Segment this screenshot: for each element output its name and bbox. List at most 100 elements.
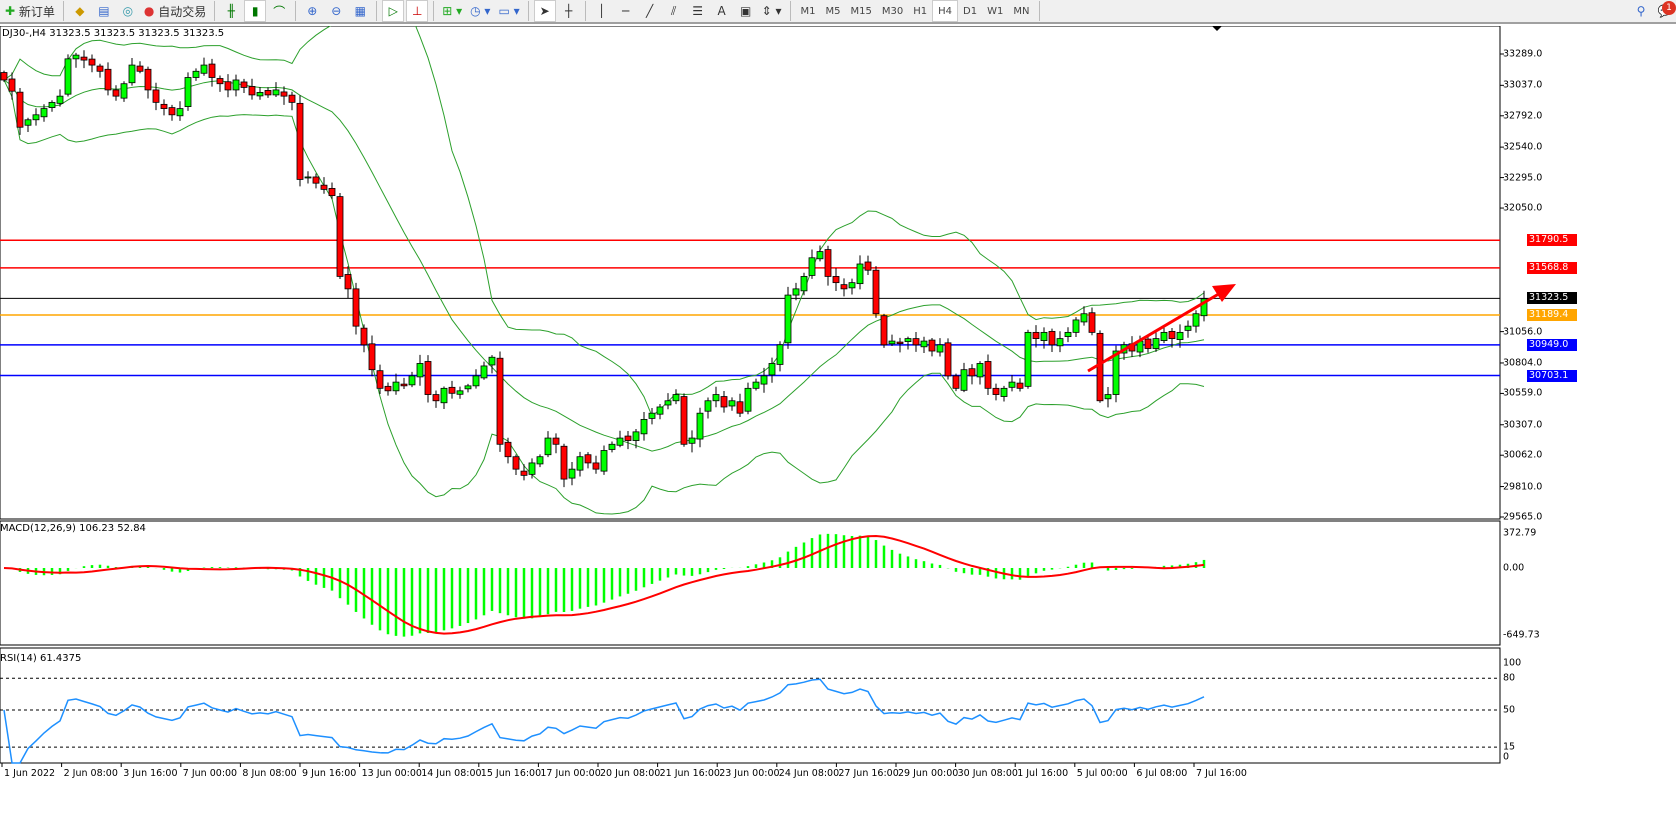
time-tick-label: 17 Jun 00:00: [540, 768, 601, 779]
time-tick-label: 20 Jun 08:00: [600, 768, 661, 779]
candle: [88, 58, 96, 66]
level-price-tag[interactable]: 31790.5: [1527, 234, 1577, 247]
timeframe-w1[interactable]: W1: [987, 5, 1004, 17]
candle: [912, 338, 920, 346]
new-order-button[interactable]: ✚ 新订单: [2, 0, 58, 22]
price-tick-label: 29565.0: [1503, 511, 1543, 523]
candle: [392, 381, 400, 392]
arrows-icon[interactable]: ⇕ ▾: [761, 4, 782, 18]
candle: [976, 363, 984, 378]
timeframe-mn[interactable]: MN: [1013, 5, 1030, 17]
autoscroll-icon[interactable]: ▷: [382, 0, 405, 22]
history-icon[interactable]: ▤: [98, 4, 110, 18]
timeframe-m5[interactable]: M5: [825, 5, 841, 17]
candle: [248, 86, 256, 96]
timeframe-d1[interactable]: D1: [963, 5, 978, 17]
candle: [280, 91, 288, 97]
autotrade-button[interactable]: ● 自动交易: [141, 0, 209, 22]
candle: [128, 64, 136, 84]
rsi-tick-label: 80: [1503, 672, 1516, 684]
candle: [176, 108, 184, 117]
candle: [408, 375, 416, 386]
candle: [232, 79, 240, 91]
vline-icon[interactable]: │: [598, 4, 606, 18]
candle: [472, 375, 480, 387]
candle: [1104, 394, 1112, 400]
chat-button[interactable]: 💬1: [1654, 0, 1676, 22]
candle: [448, 386, 456, 394]
level-price-tag[interactable]: 31568.8: [1527, 261, 1577, 274]
candle: [824, 249, 832, 277]
timeframe-h1[interactable]: H1: [913, 5, 928, 17]
candle: [752, 381, 760, 389]
candle-chart-icon[interactable]: ▮: [244, 0, 267, 22]
timeframe-m15[interactable]: M15: [850, 5, 872, 17]
price-tick-label: 33289.0: [1503, 48, 1543, 60]
level-price-tag[interactable]: 30949.0: [1527, 338, 1577, 351]
candle: [416, 363, 424, 378]
rsi-panel-border: [0, 647, 1501, 764]
price-tick-label: 32295.0: [1503, 172, 1543, 184]
candle: [56, 95, 64, 104]
candle: [320, 184, 328, 190]
candle: [72, 54, 80, 60]
clock-icon[interactable]: ◷ ▾: [470, 4, 491, 18]
candle: [592, 462, 600, 470]
cursor-icon[interactable]: ➤: [533, 0, 556, 22]
candle: [120, 83, 128, 99]
rsi-tick-label: 100: [1503, 657, 1522, 669]
level-price-tag[interactable]: 31189.4: [1527, 309, 1577, 322]
timeframe-h4[interactable]: H4: [932, 0, 959, 22]
fibo-icon[interactable]: ☰: [692, 4, 704, 18]
candle: [424, 361, 432, 395]
template-icon[interactable]: ▭ ▾: [498, 4, 520, 18]
candle: [816, 251, 824, 260]
candle: [488, 356, 496, 366]
candle: [600, 450, 608, 472]
timeframe-m1[interactable]: M1: [800, 5, 816, 17]
candle: [352, 288, 360, 327]
candle: [1184, 325, 1192, 331]
crosshair-icon[interactable]: ┼: [565, 4, 573, 18]
tile-icon[interactable]: ▦: [354, 4, 366, 18]
label-icon[interactable]: ▣: [739, 4, 752, 18]
trendline-icon[interactable]: ╱: [646, 4, 654, 18]
candle: [344, 274, 352, 290]
candle: [832, 276, 840, 284]
time-tick-label: 7 Jun 00:00: [182, 768, 238, 779]
candle: [240, 81, 248, 88]
candle: [496, 357, 504, 445]
gold-icon[interactable]: ◆: [75, 4, 85, 18]
notification-badge: 1: [1662, 1, 1676, 15]
zoom-out-icon[interactable]: ⊖: [331, 4, 342, 18]
channel-icon[interactable]: ⫽: [670, 3, 677, 18]
candle: [504, 441, 512, 458]
line-chart-icon[interactable]: ⌒: [273, 4, 286, 19]
candle: [920, 340, 928, 348]
time-tick-label: 1 Jul 16:00: [1017, 768, 1069, 779]
hline-icon[interactable]: ─: [622, 4, 630, 18]
signal-icon[interactable]: ◎: [122, 4, 134, 18]
candle: [104, 68, 112, 91]
bar-chart-icon[interactable]: ╫: [227, 4, 235, 18]
level-price-tag[interactable]: 30703.1: [1527, 369, 1577, 382]
candle: [112, 89, 120, 97]
chart-shift-icon[interactable]: ⊥: [406, 0, 429, 22]
new-chart-icon[interactable]: ⊞ ▾: [442, 4, 463, 18]
candle: [1088, 312, 1096, 333]
candle: [768, 363, 776, 376]
text-icon[interactable]: A: [717, 4, 726, 18]
candle: [536, 456, 544, 465]
search-icon[interactable]: ⚲: [1636, 4, 1646, 18]
timeframe-m30[interactable]: M30: [881, 5, 904, 17]
candle: [480, 365, 488, 379]
candle: [968, 368, 976, 377]
zoom-in-icon[interactable]: ⊕: [307, 4, 318, 18]
level-price-tag[interactable]: 31323.5: [1527, 292, 1577, 305]
price-tick-label: 30559.0: [1503, 387, 1543, 399]
candle: [1032, 331, 1040, 339]
candle: [856, 263, 864, 285]
separator: [214, 1, 216, 21]
